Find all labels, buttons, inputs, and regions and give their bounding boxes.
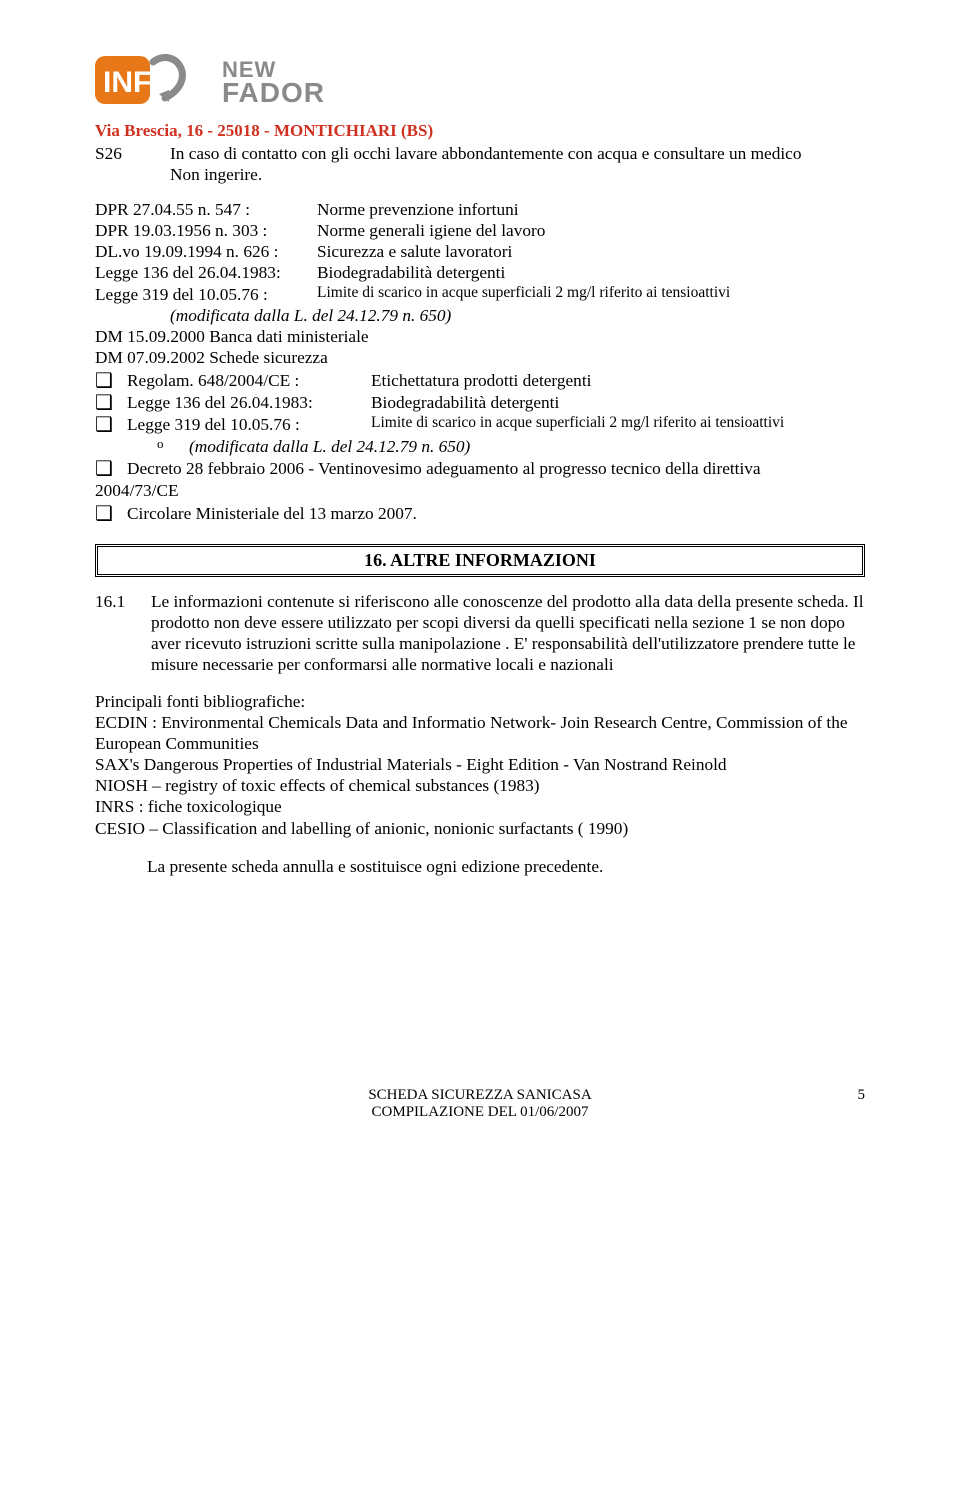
checklist-item: ❑ Regolam. 648/2004/CE : Etichettatura p… — [95, 370, 865, 391]
s26-line1: In caso di contatto con gli occhi lavare… — [170, 143, 801, 164]
regulations-block: DPR 27.04.55 n. 547 : Norme prevenzione … — [95, 199, 865, 368]
check-4: Decreto 28 febbraio 2006 - Ventinovesimo… — [127, 458, 865, 479]
biblio-2: ECDIN : Environmental Chemicals Data and… — [95, 712, 865, 754]
footer-line2: COMPILAZIONE DEL 01/06/2007 — [95, 1104, 865, 1121]
check-3-label: Legge 319 del 10.05.76 : — [127, 414, 371, 435]
check-2-text: Biodegradabilità detergenti — [371, 392, 559, 413]
logo-text: NEW FADOR — [222, 60, 325, 105]
section-16-header: 16. ALTRE INFORMAZIONI — [95, 544, 865, 577]
company-address: Via Brescia, 16 - 25018 - MONTICHIARI (B… — [95, 121, 865, 141]
check-3-sub: (modificata dalla L. del 24.12.79 n. 650… — [189, 436, 470, 457]
reg-3-text: Sicurezza e salute lavoratori — [317, 241, 512, 262]
logo-inf: INF — [95, 50, 210, 115]
reg-4-text: Biodegradabilità detergenti — [317, 262, 505, 283]
checkbox-icon: ❑ — [95, 504, 121, 524]
reg-5-sub: (modificata dalla L. del 24.12.79 n. 650… — [95, 305, 865, 326]
check-3-text: Limite di scarico in acque superficiali … — [371, 414, 784, 435]
reg-6: DM 15.09.2000 Banca dati ministeriale — [95, 326, 865, 347]
para-16-1: 16.1 Le informazioni contenute si riferi… — [95, 591, 865, 675]
checklist-item: ❑ Decreto 28 febbraio 2006 - Ventinovesi… — [95, 458, 865, 479]
checkbox-icon: ❑ — [95, 371, 121, 391]
logo-text-line2: FADOR — [222, 80, 325, 105]
s26-line2: Non ingerire. — [95, 164, 865, 185]
checklist: ❑ Regolam. 648/2004/CE : Etichettatura p… — [95, 370, 865, 524]
final-note: La presente scheda annulla e sostituisce… — [95, 857, 865, 877]
checklist-item: ❑ Legge 319 del 10.05.76 : Limite di sca… — [95, 414, 865, 435]
svg-text:INF: INF — [103, 66, 151, 99]
page-number: 5 — [858, 1087, 866, 1104]
s26-code: S26 — [95, 143, 170, 164]
page: INF NEW FADOR Via Brescia, 16 - 25018 - … — [0, 0, 960, 1161]
biblio-3: SAX's Dangerous Properties of Industrial… — [95, 754, 865, 775]
checklist-item: ❑ Circolare Ministeriale del 13 marzo 20… — [95, 503, 865, 524]
biblio-6: CESIO – Classification and labelling of … — [95, 818, 865, 839]
section-16-title: 16. ALTRE INFORMAZIONI — [364, 550, 596, 570]
reg-1-label: DPR 27.04.55 n. 547 : — [95, 199, 267, 220]
checkbox-icon: ❑ — [95, 459, 121, 479]
check-1-text: Etichettatura prodotti detergenti — [371, 370, 591, 391]
check-2-label: Legge 136 del 26.04.1983: — [127, 392, 371, 413]
sub-bullet: o — [157, 436, 183, 452]
s26-block: S26 In caso di contatto con gli occhi la… — [95, 143, 865, 185]
check-4b: 2004/73/CE — [95, 480, 865, 501]
reg-1-text: Norme prevenzione infortuni — [317, 199, 519, 220]
reg-2-text: Norme generali igiene del lavoro — [317, 220, 545, 241]
reg-4-label: Legge 136 del 26.04.1983: — [95, 262, 317, 283]
reg-2-label: DPR 19.03.1956 n. 303 : — [95, 220, 317, 241]
biblio-4: NIOSH – registry of toxic effects of che… — [95, 775, 865, 796]
bibliography: Principali fonti bibliografiche: ECDIN :… — [95, 691, 865, 839]
reg-5-text: Limite di scarico in acque superficiali … — [317, 284, 730, 305]
check-1-label: Regolam. 648/2004/CE : — [127, 370, 371, 391]
logo-row: INF NEW FADOR — [95, 50, 865, 115]
check-5: Circolare Ministeriale del 13 marzo 2007… — [127, 503, 865, 524]
para-num: 16.1 — [95, 591, 139, 675]
para-text: Le informazioni contenute si riferiscono… — [151, 591, 865, 675]
checklist-sub: o (modificata dalla L. del 24.12.79 n. 6… — [157, 436, 865, 457]
page-footer: SCHEDA SICUREZZA SANICASA COMPILAZIONE D… — [95, 1087, 865, 1121]
reg-5-label: Legge 319 del 10.05.76 : — [95, 284, 317, 305]
biblio-1: Principali fonti bibliografiche: — [95, 691, 865, 712]
reg-7: DM 07.09.2002 Schede sicurezza — [95, 347, 865, 368]
reg-3-label: DL.vo 19.09.1994 n. 626 : — [95, 241, 317, 262]
checkbox-icon: ❑ — [95, 393, 121, 413]
checkbox-icon: ❑ — [95, 415, 121, 435]
footer-line1: SCHEDA SICUREZZA SANICASA — [95, 1087, 865, 1104]
biblio-5: INRS : fiche toxicologique — [95, 796, 865, 817]
checklist-item: ❑ Legge 136 del 26.04.1983: Biodegradabi… — [95, 392, 865, 413]
